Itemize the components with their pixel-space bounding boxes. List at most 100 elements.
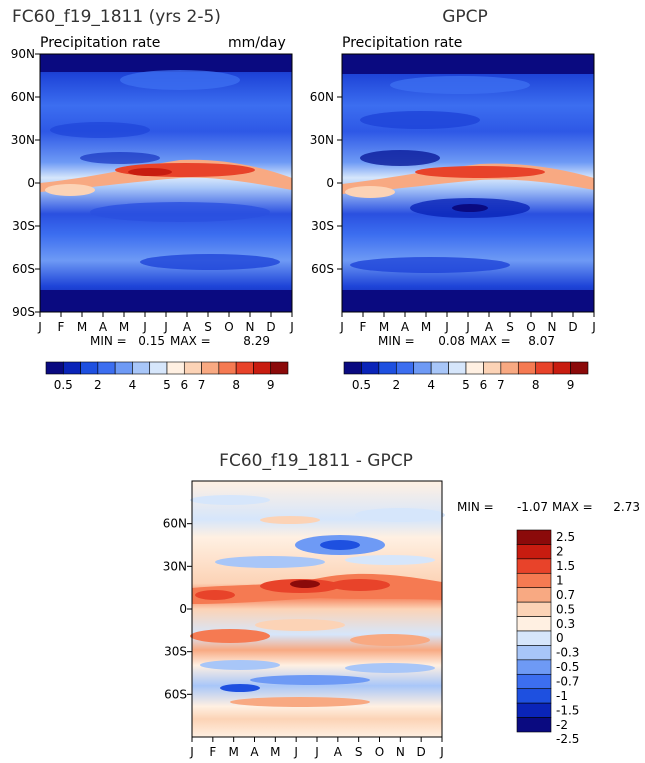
x-tick-label: A [250,745,259,759]
x-tick-label: J [439,745,444,759]
colorbar-label: 1.5 [556,559,575,573]
y-tick-label: 90N [11,47,35,61]
x-tick-label: N [548,320,557,334]
x-tick-label: F [58,320,65,334]
panel1-subtitle: Precipitation rate [40,35,160,51]
colorbar-label: 6 [480,378,488,392]
x-tick-label: J [142,320,147,334]
colorbar-swatch [552,361,571,375]
x-tick-label: J [339,320,344,334]
panel3-colorbar-labels: 2.521.510.70.50.30-0.3-0.5-0.7-1-1.5-2-2… [556,530,579,746]
panel1-min-value: 0.15 [138,334,165,348]
colorbar-swatch [516,717,552,733]
y-tick-label: 30N [310,133,334,147]
colorbar-swatch [483,361,502,375]
panel3-max-label: MAX = [552,500,593,514]
colorbar-swatch [516,630,552,646]
y-tick-label: 0 [326,176,334,190]
colorbar-label: 2.5 [556,530,575,544]
colorbar-swatch [183,361,202,375]
colorbar-label: -2 [556,718,568,732]
x-tick-label: F [360,320,367,334]
colorbar-swatch [361,361,380,375]
colorbar-label: 0.5 [556,602,575,616]
colorbar-swatch [517,361,537,375]
colorbar-swatch [516,587,552,603]
colorbar-label: 0.5 [54,378,73,392]
y-tick-label: 30S [311,219,334,233]
panel2-max-value: 8.07 [528,334,555,348]
panel1-minmax: MIN = 0.15 MAX = 8.29 [90,334,270,348]
colorbar-swatch [516,616,552,632]
y-tick-label: 0 [179,602,187,616]
y-tick-label: 0 [27,176,35,190]
colorbar-swatch [132,361,151,375]
y-tick-label: 60N [310,90,334,104]
colorbar-swatch [465,361,484,375]
panel1-map [39,53,293,313]
x-tick-label: A [183,320,192,334]
y-tick-label: 60S [164,687,187,701]
colorbar-label: 7 [497,378,505,392]
panel3-minmax: MIN = -1.07 MAX = 2.73 [457,500,640,514]
panel3-map [190,480,445,738]
panel1-colorbar-labels: 0.5 2 4 5 6 7 8 9 [54,378,275,392]
colorbar-label: 0.5 [352,378,371,392]
panel3-title: FC60_f19_1811 - GPCP [219,451,413,471]
panel3-min-value: -1.07 [517,500,548,514]
y-tick-label: 60N [163,517,187,531]
panel1-colorbar [45,361,289,375]
x-tick-label: M [119,320,129,334]
colorbar-label: 7 [198,378,206,392]
x-tick-label: N [396,745,405,759]
colorbar-swatch [343,361,362,375]
panel1-min-label: MIN = [90,334,127,348]
panel2-max-label: MAX = [470,334,511,348]
colorbar-swatch [413,361,432,375]
colorbar-label: -0.3 [556,646,579,660]
colorbar-swatch [516,659,552,675]
colorbar-label: 2 [392,378,400,392]
colorbar-swatch [166,361,185,375]
x-tick-label: J [314,745,319,759]
panel2-subtitle: Precipitation rate [342,35,462,51]
colorbar-label: 9 [567,378,575,392]
colorbar-swatch [62,361,81,375]
colorbar-label: 1 [556,574,564,588]
y-tick-label: 30S [12,219,35,233]
x-tick-label: M [270,745,280,759]
colorbar-swatch [516,688,552,704]
panel2-min-label: MIN = [378,334,415,348]
colorbar-label: 9 [267,378,275,392]
x-tick-label: M [379,320,389,334]
colorbar-swatch [516,558,552,574]
colorbar-label: 2 [556,545,564,559]
colorbar-swatch [516,673,552,690]
x-tick-label: S [355,745,363,759]
colorbar-swatch [253,361,272,375]
x-tick-label: O [526,320,535,334]
panel2-y-ticks: 60N 30N 0 30S 60S [310,90,342,276]
colorbar-swatch [378,361,397,375]
colorbar-swatch [516,544,552,560]
colorbar-swatch [535,361,554,375]
colorbar-label: -0.7 [556,675,579,689]
x-tick-label: F [209,745,216,759]
x-tick-label: D [417,745,426,759]
y-tick-label: 90S [12,305,35,319]
x-tick-label: J [591,320,596,334]
y-tick-label: 30N [11,133,35,147]
colorbar-swatch [395,361,415,375]
colorbar-label: 0 [556,631,564,645]
colorbar-swatch [218,361,237,375]
y-tick-label: 60S [311,262,334,276]
colorbar-label: -2.5 [556,732,579,746]
x-tick-label: S [204,320,212,334]
x-tick-label: J [293,745,298,759]
colorbar-label: 4 [129,378,137,392]
x-tick-label: N [246,320,255,334]
colorbar-swatch [516,572,552,589]
panel2-colorbar-labels: 0.5 2 4 5 6 7 8 9 [352,378,575,392]
x-tick-label: D [568,320,577,334]
